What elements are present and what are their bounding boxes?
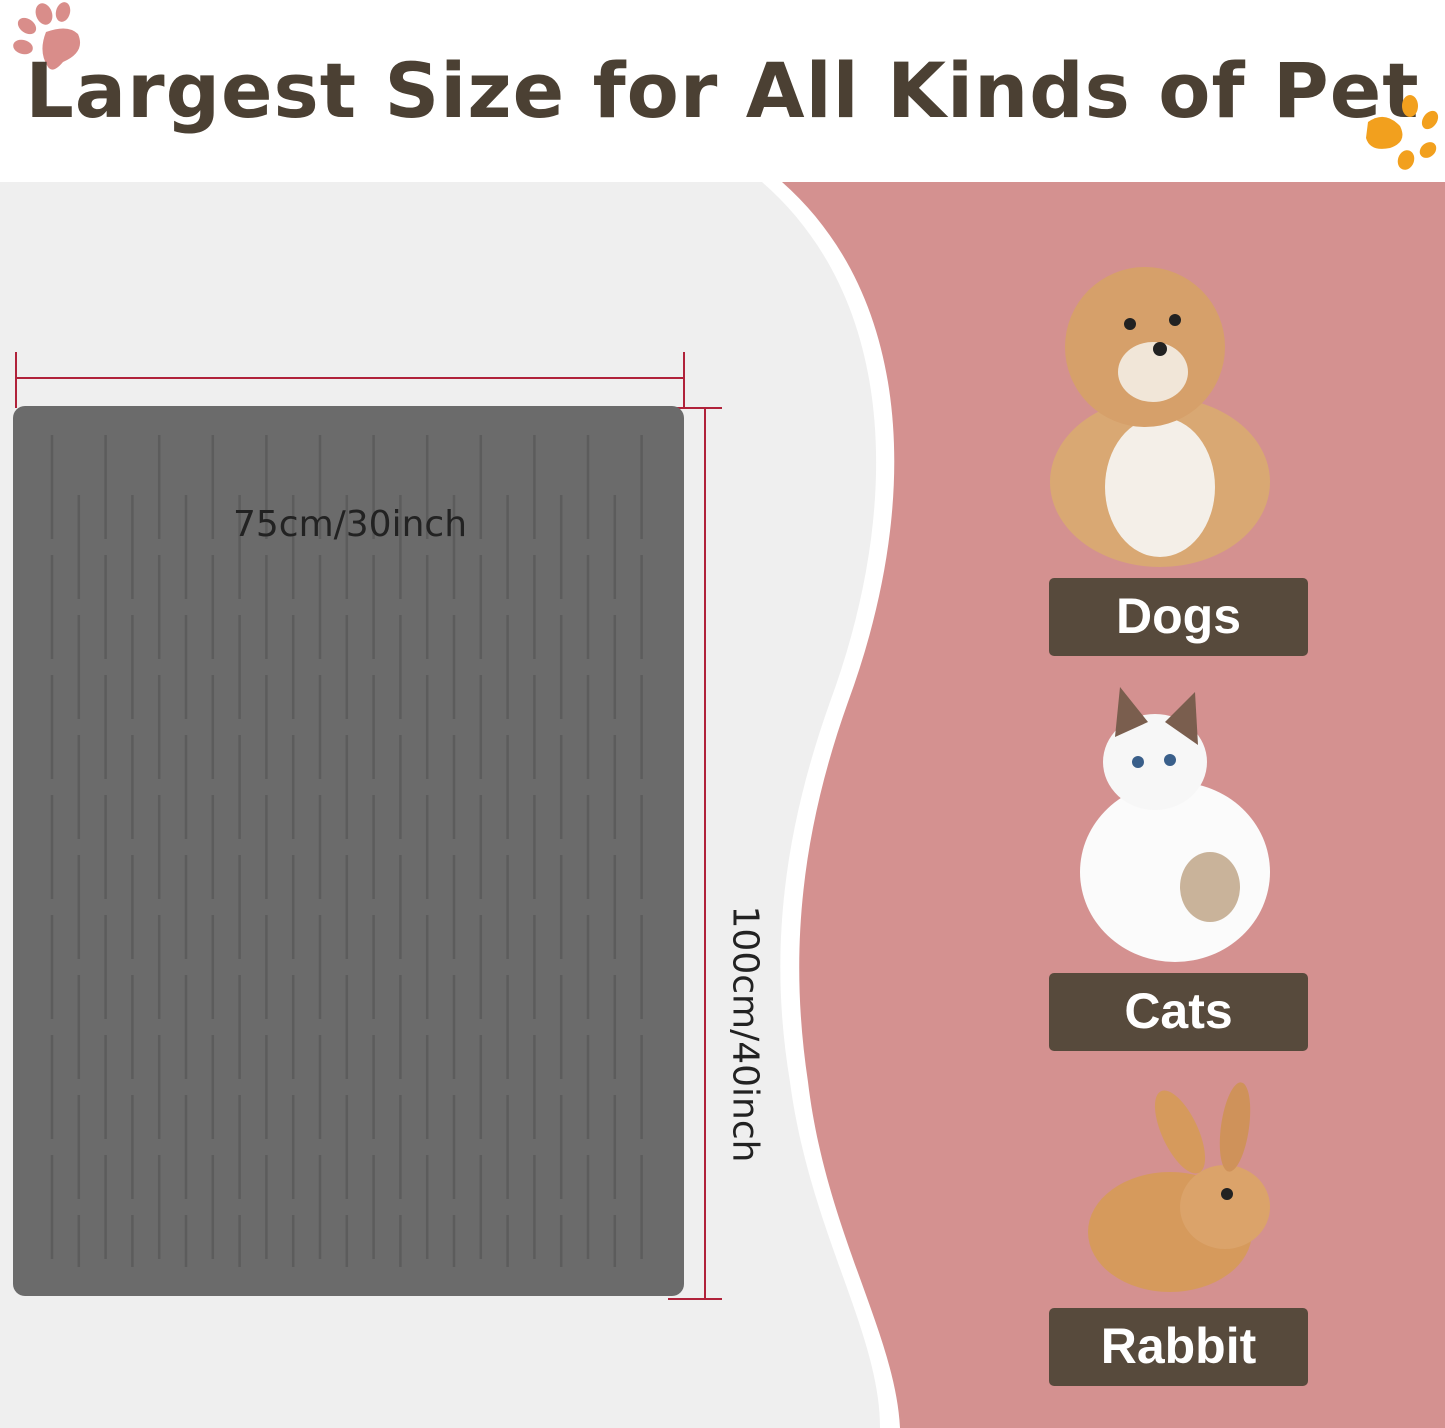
- pet-label-cats: Cats: [1049, 973, 1308, 1051]
- rabbit-photo: [1088, 1082, 1270, 1292]
- header: Largest Size for All Kinds of Pet: [0, 0, 1445, 182]
- dog-photo: [1050, 267, 1270, 567]
- page-title: Largest Size for All Kinds of Pet: [25, 46, 1420, 135]
- mat-diagram: [13, 352, 722, 1300]
- height-label: 100cm/40inch: [724, 905, 766, 1163]
- paw-print-icon: [13, 2, 81, 70]
- paw-print-icon: [1366, 95, 1439, 170]
- width-label: 75cm/30inch: [232, 504, 468, 545]
- cat-photo: [1080, 687, 1270, 962]
- product-stage: 75cm/30inch 100cm/40inch Dogs Cats Rabbi…: [0, 182, 1445, 1428]
- pet-label-dogs: Dogs: [1049, 578, 1308, 656]
- pet-label-rabbit: Rabbit: [1049, 1308, 1308, 1386]
- silicone-mat: [13, 406, 684, 1296]
